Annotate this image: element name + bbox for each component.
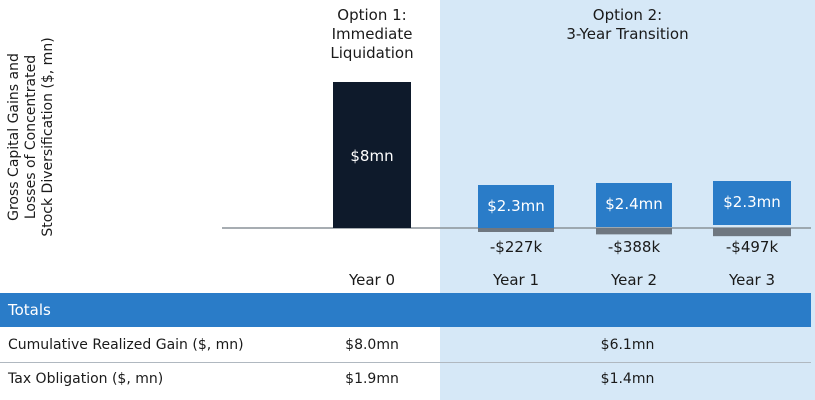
- gain-bar: [478, 185, 554, 228]
- option1-title-line: Option 1:: [337, 6, 407, 24]
- x-tick-label: Year 3: [728, 271, 776, 289]
- loss-bar: [596, 228, 672, 235]
- gain-data-label: $2.3mn: [723, 193, 781, 211]
- loss-data-label: -$497k: [726, 238, 779, 256]
- table-cell-option2: $6.1mn: [600, 337, 655, 353]
- table-cell-option1: $8.0mn: [345, 337, 399, 353]
- totals-header-label: Totals: [8, 301, 51, 319]
- option2-title-line: 3-Year Transition: [566, 25, 689, 43]
- gain-bar: [713, 181, 791, 225]
- gain-bar: [596, 183, 672, 227]
- table-cell-option2: $1.4mn: [600, 371, 655, 387]
- x-tick-label: Year 1: [492, 271, 540, 289]
- x-tick-label: Year 2: [610, 271, 658, 289]
- totals-header-bar: [0, 293, 811, 327]
- option2-title-line: Option 2:: [592, 6, 663, 24]
- option1-title-line: Liquidation: [330, 44, 414, 62]
- gain-bar-option1: [333, 82, 411, 228]
- gain-data-label: $8mn: [350, 147, 393, 165]
- bar-chart: $8mn $2.3mn -$227k $2.4mn -$388k $2.3mn -$497k: [222, 82, 811, 256]
- x-tick-label: Year 0: [348, 271, 396, 289]
- loss-data-label: -$227k: [490, 238, 543, 256]
- bars-group: $8mn $2.3mn -$227k $2.4mn -$388k $2.3mn -$497k: [333, 82, 791, 256]
- gain-data-label: $2.4mn: [605, 195, 663, 213]
- loss-bar: [478, 228, 554, 232]
- table-row-label: Cumulative Realized Gain ($, mn): [8, 337, 244, 353]
- option1-title-line: Immediate: [331, 25, 413, 43]
- table-cell-option1: $1.9mn: [345, 371, 399, 387]
- gain-data-label: $2.3mn: [487, 197, 545, 215]
- loss-bar: [713, 228, 791, 237]
- loss-data-label: -$388k: [608, 238, 661, 256]
- option2-title: Option 2: 3-Year Transition: [440, 6, 815, 44]
- table-row-label: Tax Obligation ($, mn): [8, 371, 164, 387]
- option1-title: Option 1: Immediate Liquidation: [322, 6, 422, 63]
- row-divider: [0, 362, 811, 363]
